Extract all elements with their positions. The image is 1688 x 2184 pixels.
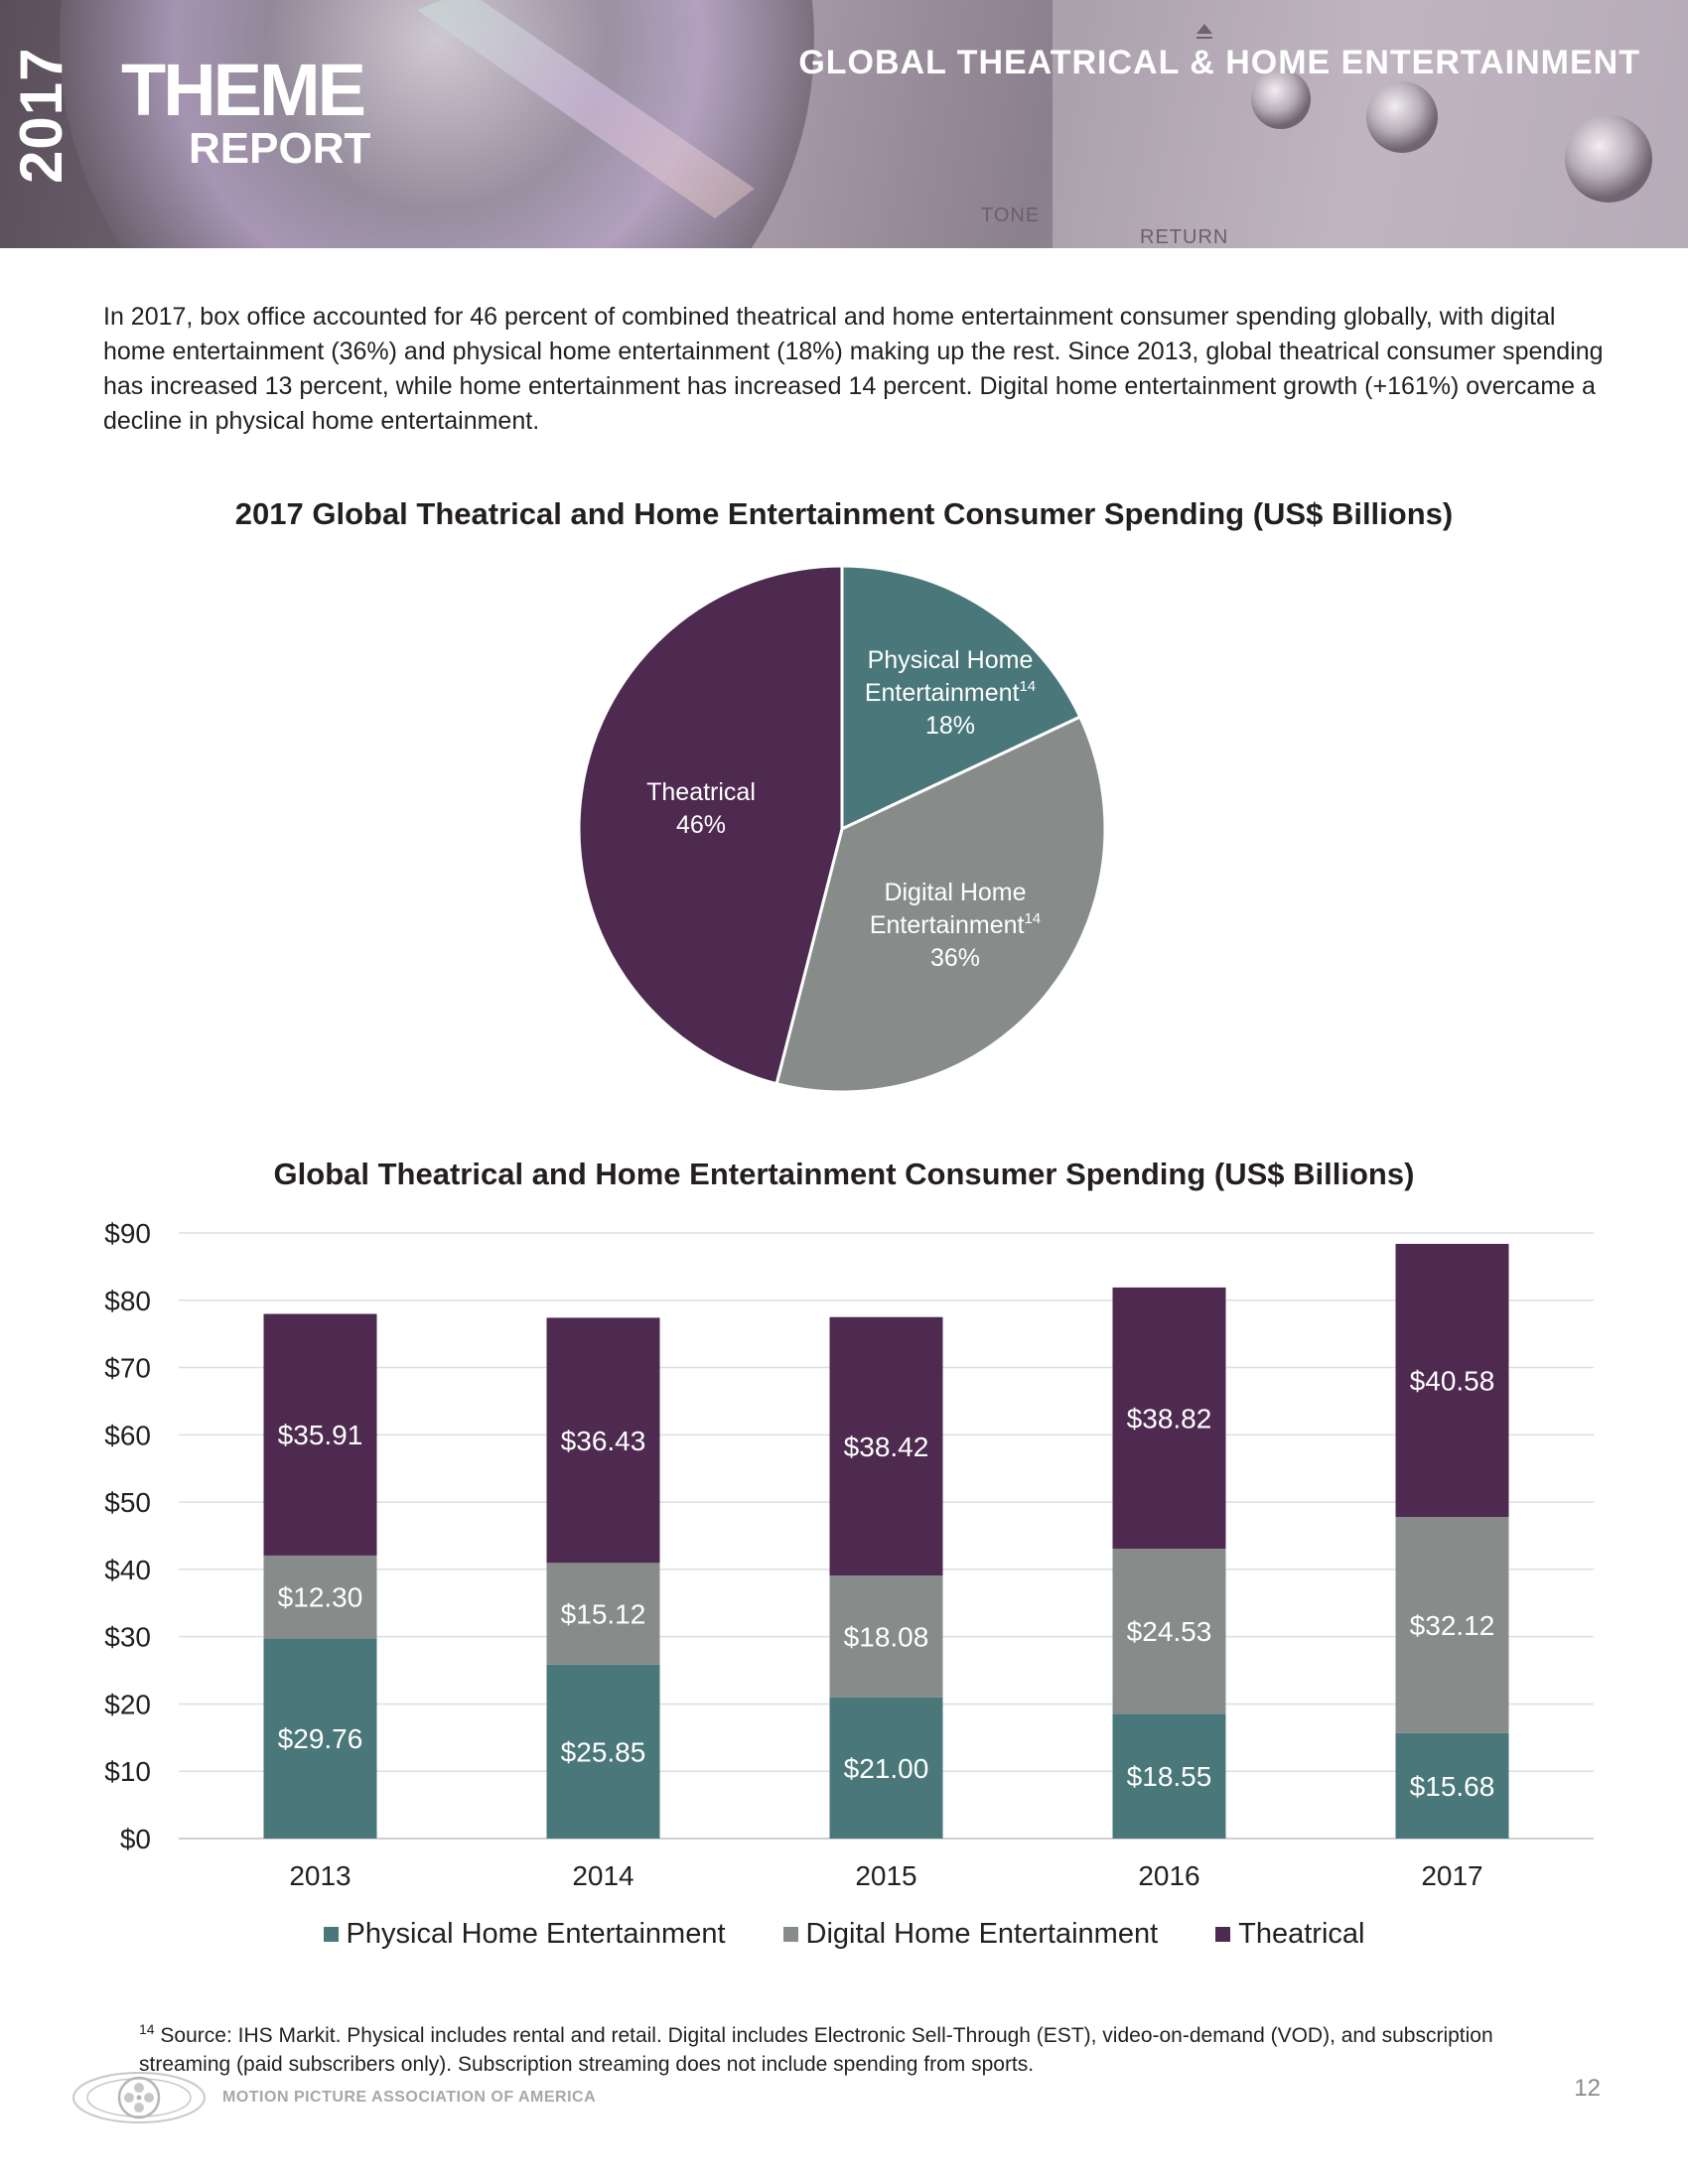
bar-segment-digital-home-entertainment-2016 [1112, 1549, 1226, 1714]
bar-segment-physical-home-entertainment-2014 [546, 1664, 660, 1839]
x-tick-label: 2015 [855, 1860, 916, 1891]
legend-item-theatrical: Theatrical [1215, 1918, 1364, 1951]
pie-label-text: Theatrical [646, 778, 756, 806]
bar-segment-physical-home-entertainment-2017 [1395, 1732, 1509, 1839]
bar-segment-digital-home-entertainment-2013 [263, 1555, 377, 1639]
legend-item-digital: Digital Home Entertainment [782, 1918, 1159, 1951]
bar-chart-title: Global Theatrical and Home Entertainment… [273, 1157, 1415, 1191]
bar-data-label: $15.68 [1410, 1771, 1495, 1802]
bar-segment-digital-home-entertainment-2017 [1395, 1517, 1509, 1733]
bar-segment-digital-home-entertainment-2015 [829, 1575, 943, 1698]
bar-data-label: $24.53 [1127, 1616, 1212, 1647]
pie-slice-theatrical [577, 564, 844, 1086]
pie-label-digital-home-entertainment: Digital Home Entertainment14 36% [870, 879, 1041, 972]
pie-label-text: Entertainment14 [870, 910, 1041, 939]
page-number: 12 [1574, 2075, 1601, 2102]
x-tick-label: 2017 [1421, 1860, 1482, 1891]
bar-data-label: $12.30 [278, 1582, 363, 1613]
header-banner: 2017 THEME REPORT GLOBAL THEATRICAL & HO… [0, 0, 1688, 248]
source-footnote: 14 Source: IHS Markit. Physical includes… [139, 2015, 1569, 2079]
legend-swatch-physical [323, 1927, 339, 1942]
footnote-marker: 14 [139, 2021, 155, 2037]
bar-segment-theatrical-2015 [829, 1316, 943, 1576]
return-label: RETURN [1140, 226, 1229, 248]
x-tick-label: 2014 [572, 1860, 633, 1891]
legend-label-theatrical: Theatrical [1238, 1918, 1365, 1950]
bar-data-label: $18.08 [844, 1621, 929, 1652]
disc-reflection [417, 0, 755, 218]
x-tick-label: 2016 [1138, 1860, 1199, 1891]
section-title: GLOBAL THEATRICAL & HOME ENTERTAINMENT [798, 44, 1640, 81]
legend-swatch-theatrical [1215, 1927, 1231, 1942]
knob-2 [1366, 81, 1438, 153]
y-tick-label: $60 [104, 1420, 151, 1450]
bar-segment-digital-home-entertainment-2014 [546, 1563, 660, 1665]
pie-slice-digital-home-entertainment [774, 715, 1107, 1094]
film-reel-icon [72, 2072, 206, 2123]
mpaa-footer-logo: MOTION PICTURE ASSOCIATION OF AMERICA [70, 2070, 596, 2125]
bar-chart: $0 $10 $20 $30 $40 $50 $60 $70 $80 $90 $29.76 $12.3… [104, 1218, 1594, 1891]
tone-label: TONE [981, 205, 1041, 226]
y-tick-label: $40 [104, 1555, 151, 1585]
legend-label-digital: Digital Home Entertainment [805, 1918, 1159, 1950]
y-tick-label: $10 [104, 1756, 151, 1787]
pie-percent-physical-home-entertainment: 18% [925, 712, 975, 740]
pie-label-text: Digital Home [884, 879, 1026, 906]
pie-slice-physical-home-entertainment [840, 564, 1082, 832]
bar-segment-physical-home-entertainment-2016 [1112, 1713, 1226, 1839]
bar-data-label: $35.91 [278, 1420, 363, 1450]
pie-percent-digital-home-entertainment: 36% [930, 944, 980, 972]
bar-data-label: $21.00 [844, 1753, 929, 1784]
bar-chart-legend: Physical Home Entertainment Digital Home… [0, 1918, 1688, 1951]
bar-segment-theatrical-2017 [1395, 1243, 1509, 1518]
legend-swatch-digital [782, 1927, 798, 1942]
knob-3 [1565, 115, 1652, 203]
pie-label-text: Entertainment14 [865, 678, 1036, 707]
y-tick-label: $30 [104, 1622, 151, 1653]
y-tick-label: $80 [104, 1286, 151, 1316]
bar-data-label: $40.58 [1410, 1366, 1495, 1397]
bar-data-label: $18.55 [1127, 1761, 1212, 1792]
legend-label-physical: Physical Home Entertainment [346, 1918, 726, 1950]
pie-label-physical-home-entertainment: Physical Home Entertainment14 18% [865, 646, 1036, 740]
pie-percent-theatrical: 46% [676, 811, 726, 839]
x-tick-label: 2013 [289, 1860, 351, 1891]
bar-data-label: $38.42 [844, 1432, 929, 1462]
legend-item-physical: Physical Home Entertainment [323, 1918, 726, 1951]
mpaa-name: MOTION PICTURE ASSOCIATION OF AMERICA [222, 2089, 597, 2106]
bar-data-label: $36.43 [561, 1426, 646, 1456]
y-tick-label: $50 [104, 1487, 151, 1518]
pie-label-text: Physical Home [868, 646, 1034, 674]
bar-segment-theatrical-2014 [546, 1317, 660, 1564]
pie-chart: Physical Home Entertainment14 18% Digital H… [577, 564, 1107, 1094]
pie-chart-title: 2017 Global Theatrical and Home Entertai… [234, 496, 1454, 531]
theme-wordmark: THEME [121, 49, 366, 131]
disc-shape [60, 0, 814, 248]
y-tick-label: $0 [120, 1824, 151, 1854]
y-tick-label: $20 [104, 1689, 151, 1719]
bar-segment-theatrical-2016 [1112, 1287, 1226, 1550]
bar-data-label: $29.76 [278, 1723, 363, 1754]
bar-segment-theatrical-2013 [263, 1313, 377, 1556]
y-tick-label: $90 [104, 1218, 151, 1249]
bar-data-label: $15.12 [561, 1599, 646, 1630]
report-year: 2017 [8, 47, 74, 184]
bar-segment-physical-home-entertainment-2015 [829, 1697, 943, 1839]
knob-1 [1251, 69, 1311, 129]
bar-data-label: $25.85 [561, 1736, 646, 1767]
pie-label-theatrical: Theatrical 46% [646, 778, 756, 839]
report-wordmark: REPORT [189, 124, 371, 173]
footnote-text: Source: IHS Markit. Physical includes re… [139, 2024, 1493, 2076]
y-tick-label: $70 [104, 1353, 151, 1384]
intro-paragraph: In 2017, box office accounted for 46 per… [103, 303, 1604, 435]
header-photo-decoration [60, 0, 1688, 248]
bar-data-label: $32.12 [1410, 1610, 1495, 1641]
eject-icon [1196, 24, 1212, 39]
bar-segment-physical-home-entertainment-2013 [263, 1638, 377, 1839]
bar-data-label: $38.82 [1127, 1403, 1212, 1433]
